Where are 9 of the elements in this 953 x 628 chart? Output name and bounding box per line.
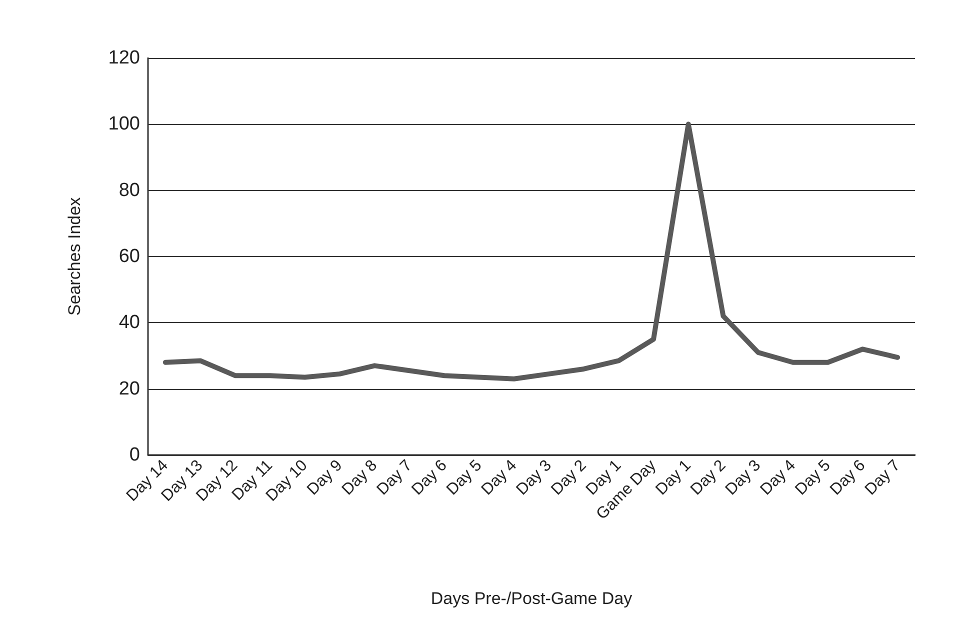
- y-tick-label: 80: [118, 180, 140, 201]
- y-tick-label: 0: [129, 444, 140, 466]
- y-tick-label: 60: [118, 246, 140, 267]
- y-axis-title: Searches Index: [65, 196, 84, 316]
- y-tick-label: 20: [118, 378, 140, 400]
- x-axis-title: Days Pre-/Post-Game Day: [430, 589, 633, 608]
- y-tick-label: 100: [108, 114, 140, 135]
- y-tick-label: 40: [118, 312, 140, 334]
- y-tick-label: 120: [108, 48, 140, 68]
